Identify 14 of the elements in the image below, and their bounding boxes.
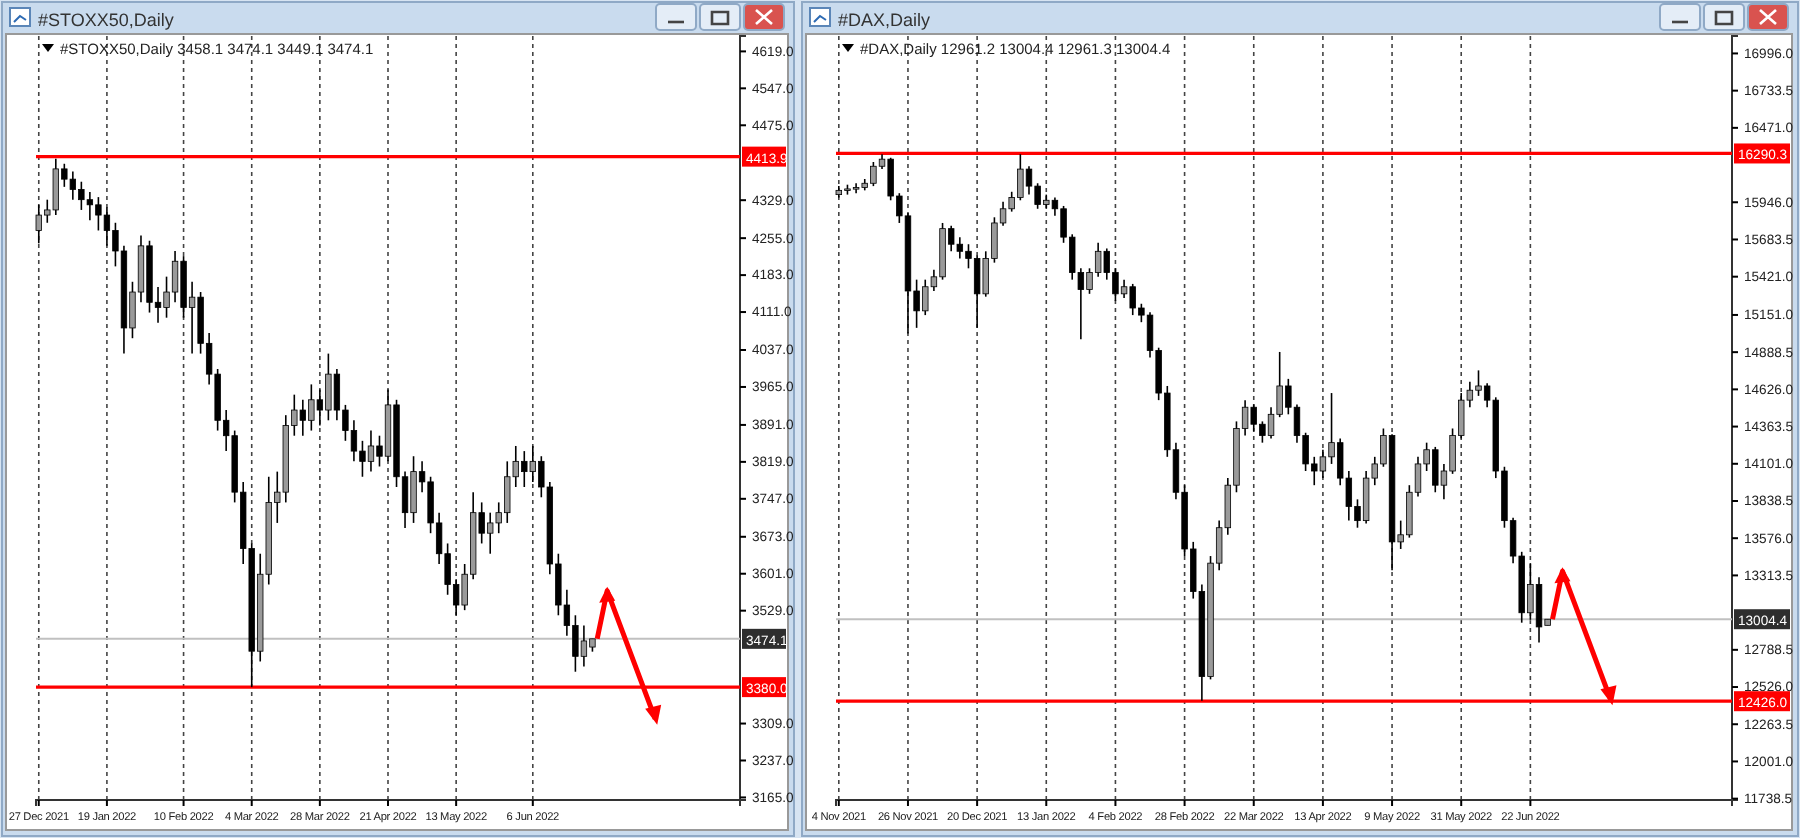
chart-title: #DAX,Daily (838, 10, 932, 30)
candlestick (973, 254, 981, 329)
candlestick (103, 206, 111, 247)
candlestick (1362, 470, 1370, 525)
candlestick (86, 191, 94, 221)
candlestick (1319, 448, 1327, 479)
candlestick (367, 429, 375, 473)
candlestick (410, 455, 417, 524)
candlestick (956, 236, 964, 260)
candlestick (1535, 576, 1543, 644)
chart-title: #STOXX50,Daily (38, 10, 175, 30)
candlestick (69, 170, 77, 201)
candlestick (171, 250, 179, 304)
candlestick (580, 624, 588, 668)
